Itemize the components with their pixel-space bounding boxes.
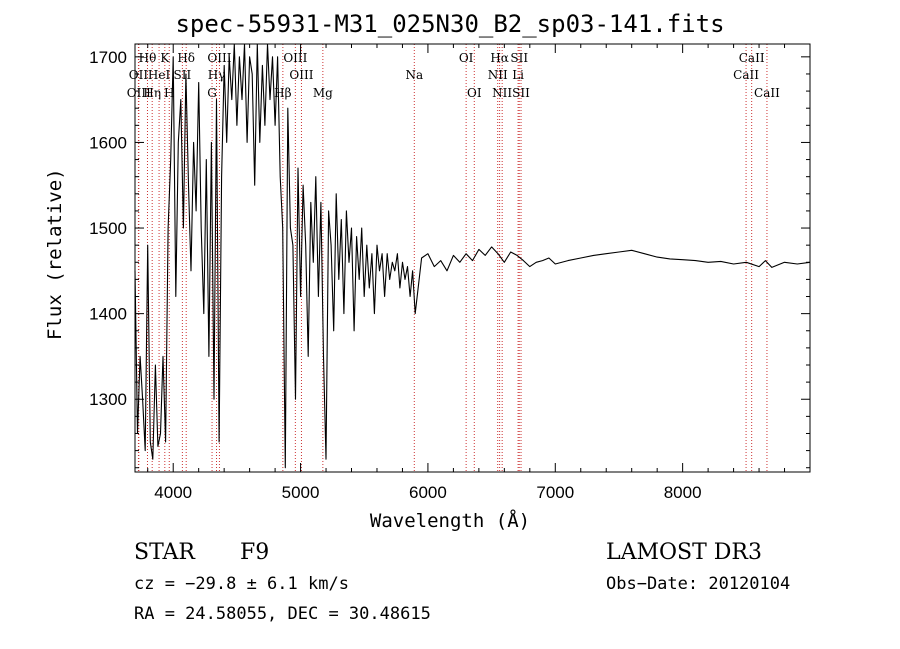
y-axis-ticks: 1300 1400 1500 1600 1700 [89,48,810,469]
x-axis-label: Wavelength (Å) [369,510,531,532]
line-label-20: NII [488,68,508,82]
line-label-15: Mg [313,86,333,100]
line-label-17: OI [459,51,474,65]
line-label-8: Hδ [177,51,195,65]
redshift-velocity: cz = −29.8 ± 6.1 km/s [134,574,349,594]
line-label-19: Hα [490,51,509,65]
survey-name: LAMOST DR3 [606,540,762,565]
line-label-18: OI [467,86,482,100]
line-label-27: CaII [754,86,780,100]
line-label-7: H [164,86,174,100]
observation-date: Obs−Date: 20120104 [606,574,791,594]
y-tick-label-1500: 1500 [89,219,127,238]
line-label-3: HeI [148,68,171,82]
line-label-13: OIII [283,51,307,65]
chart-title: spec-55931-M31_025N30_B2_sp03-141.fits [175,10,725,38]
series-line-0 [134,43,811,469]
line-label-6: Hη [143,86,161,100]
x-tick-label-8000: 8000 [664,483,702,502]
line-label-14: OIII [289,68,313,82]
object-class: STAR [134,540,195,565]
line-label-4: K [160,51,170,65]
plot-frame [134,43,811,473]
line-label-26: CaII [733,68,759,82]
line-label-1: OII [129,68,149,82]
line-label-22: SII [510,51,528,65]
line-label-23: Li [512,68,524,82]
y-tick-label-1600: 1600 [89,133,127,152]
series-group [134,43,811,469]
line-label-21: NII [492,86,512,100]
x-tick-label-6000: 6000 [409,483,447,502]
line-label-0: Hθ [139,51,157,65]
x-tick-label-5000: 5000 [282,483,320,502]
line-label-5: SII [174,68,192,82]
line-label-9: OIII [207,51,231,65]
line-label-11: G [207,86,217,100]
y-tick-label-1700: 1700 [89,48,127,67]
x-tick-label-4000: 4000 [154,483,192,502]
line-label-10: Hγ [208,68,226,82]
line-label-24: SII [512,86,530,100]
object-subclass: F9 [240,540,270,565]
coordinates: RA = 24.58055, DEC = 30.48615 [134,604,431,624]
line-label-25: CaII [739,51,765,65]
line-label-16: Na [405,68,423,82]
x-axis-ticks: 4000 5000 6000 7000 8000 [147,44,811,502]
y-axis-label: Flux (relative) [44,168,66,340]
line-label-2: OIII [127,86,151,100]
y-tick-label-1300: 1300 [89,390,127,409]
y-tick-label-1400: 1400 [89,305,127,324]
x-tick-label-7000: 7000 [536,483,574,502]
